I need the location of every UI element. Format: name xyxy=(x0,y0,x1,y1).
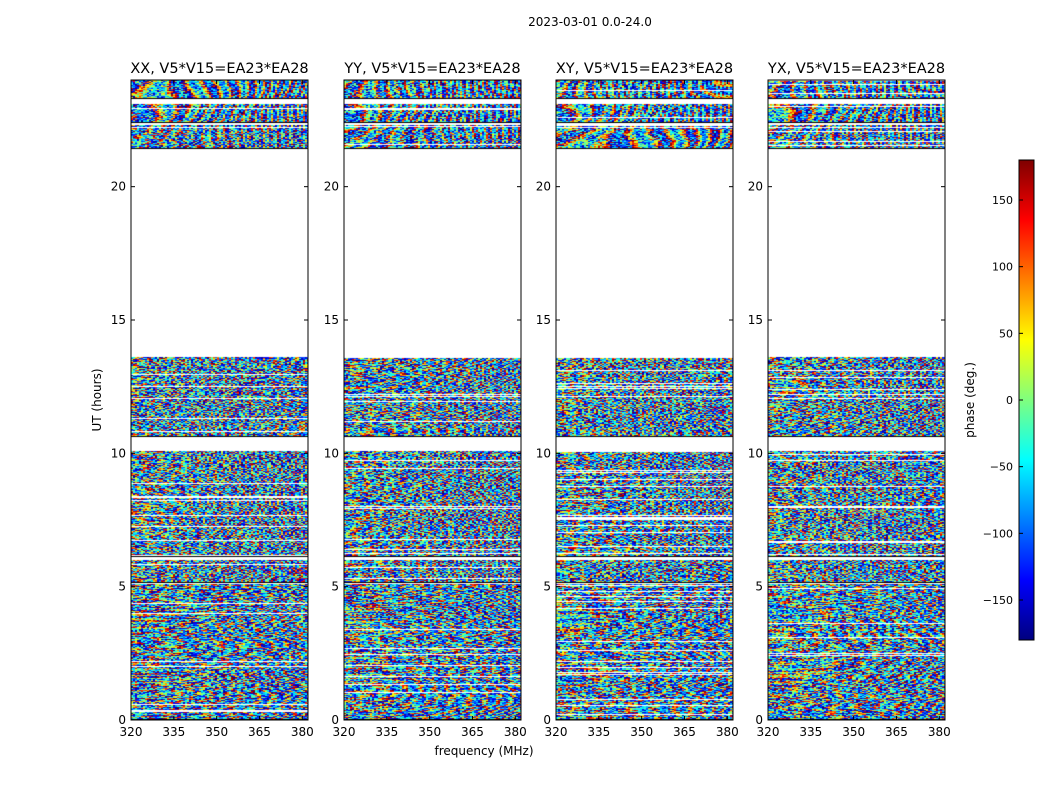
plot-frame xyxy=(555,79,734,721)
panels-group: XX, V5*V15=EA23*EA28 320 335 350 365 380 0 5 10 1… xyxy=(111,61,951,739)
x-tick-label: 350 xyxy=(630,725,653,739)
colorbar-tick-label: 150 xyxy=(992,194,1013,207)
panel-title: YY, V5*V15=EA23*EA28 xyxy=(343,61,520,77)
y-tick-label: 20 xyxy=(111,180,126,194)
colorbar: −150 −100 −50 0 50 100 150 phase (deg.) xyxy=(963,159,1035,641)
plot-frame xyxy=(343,79,522,721)
colorbar-tick-label: −50 xyxy=(990,461,1013,474)
heatmap-canvas xyxy=(768,80,945,720)
x-tick-label: 380 xyxy=(716,725,739,739)
colorbar-tick-label: 50 xyxy=(999,327,1013,340)
colorbar-ticks: −150 −100 −50 0 50 100 150 xyxy=(983,194,1023,607)
heatmap-image xyxy=(131,80,308,720)
heatmap-canvas xyxy=(344,80,521,720)
y-tick-label: 10 xyxy=(536,446,551,460)
y-tick-label: 15 xyxy=(324,313,339,327)
y-tick-label: 5 xyxy=(118,580,126,594)
y-tick-label: 20 xyxy=(324,180,339,194)
panel-yy: YY, V5*V15=EA23*EA28 320 335 350 365 380 0 5 10 1… xyxy=(324,61,527,739)
colorbar-label: phase (deg.) xyxy=(963,362,977,438)
y-tick-label: 5 xyxy=(755,580,763,594)
y-tick-label: 15 xyxy=(111,313,126,327)
x-tick-label: 365 xyxy=(248,725,271,739)
y-tick-label: 10 xyxy=(748,446,763,460)
panel-xx: XX, V5*V15=EA23*EA28 320 335 350 365 380 0 5 10 1… xyxy=(111,61,314,739)
heatmap-image xyxy=(768,80,945,720)
figure-title: 2023-03-01 0.0-24.0 xyxy=(528,15,652,29)
x-tick-label: 365 xyxy=(461,725,484,739)
plot-frame xyxy=(130,79,309,721)
panel-xy: XY, V5*V15=EA23*EA28 320 335 350 365 380 0 5 10 1… xyxy=(536,61,739,739)
panel-title: XY, V5*V15=EA23*EA28 xyxy=(556,61,733,77)
heatmap-canvas xyxy=(556,80,733,720)
y-tick-label: 20 xyxy=(536,180,551,194)
x-tick-label: 350 xyxy=(842,725,865,739)
y-tick-label: 0 xyxy=(331,713,339,727)
panel-title: XX, V5*V15=EA23*EA28 xyxy=(130,61,308,77)
x-tick-label: 320 xyxy=(757,725,780,739)
heatmap-canvas xyxy=(131,80,308,720)
y-tick-label: 0 xyxy=(118,713,126,727)
x-tick-label: 365 xyxy=(673,725,696,739)
y-tick-label: 20 xyxy=(748,180,763,194)
x-tick-label: 320 xyxy=(120,725,143,739)
heatmap-image xyxy=(344,80,521,720)
colorbar-tick-label: −150 xyxy=(983,594,1013,607)
y-axis-label: UT (hours) xyxy=(90,368,104,431)
panel-yx: YX, V5*V15=EA23*EA28 320 335 350 365 380 0 5 10 1… xyxy=(748,61,951,739)
x-tick-label: 380 xyxy=(504,725,527,739)
y-tick-label: 15 xyxy=(748,313,763,327)
x-tick-label: 365 xyxy=(885,725,908,739)
x-tick-label: 380 xyxy=(291,725,314,739)
x-tick-label: 335 xyxy=(799,725,822,739)
colorbar-tick-label: −100 xyxy=(983,527,1013,540)
panel-title: YX, V5*V15=EA23*EA28 xyxy=(767,61,945,77)
plot-frame xyxy=(767,79,946,721)
y-tick-label: 0 xyxy=(755,713,763,727)
y-tick-label: 10 xyxy=(324,446,339,460)
x-tick-label: 350 xyxy=(418,725,441,739)
x-tick-label: 320 xyxy=(545,725,568,739)
y-tick-label: 5 xyxy=(331,580,339,594)
x-tick-label: 320 xyxy=(333,725,356,739)
y-tick-label: 5 xyxy=(543,580,551,594)
y-tick-label: 10 xyxy=(111,446,126,460)
y-tick-label: 15 xyxy=(536,313,551,327)
x-tick-label: 335 xyxy=(162,725,185,739)
x-tick-label: 335 xyxy=(375,725,398,739)
x-tick-label: 350 xyxy=(205,725,228,739)
x-tick-label: 335 xyxy=(587,725,610,739)
x-tick-label: 380 xyxy=(928,725,951,739)
y-tick-label: 0 xyxy=(543,713,551,727)
x-axis-label: frequency (MHz) xyxy=(434,744,533,758)
heatmap-image xyxy=(556,80,733,720)
colorbar-tick-label: 0 xyxy=(1006,394,1013,407)
colorbar-tick-label: 100 xyxy=(992,261,1013,274)
